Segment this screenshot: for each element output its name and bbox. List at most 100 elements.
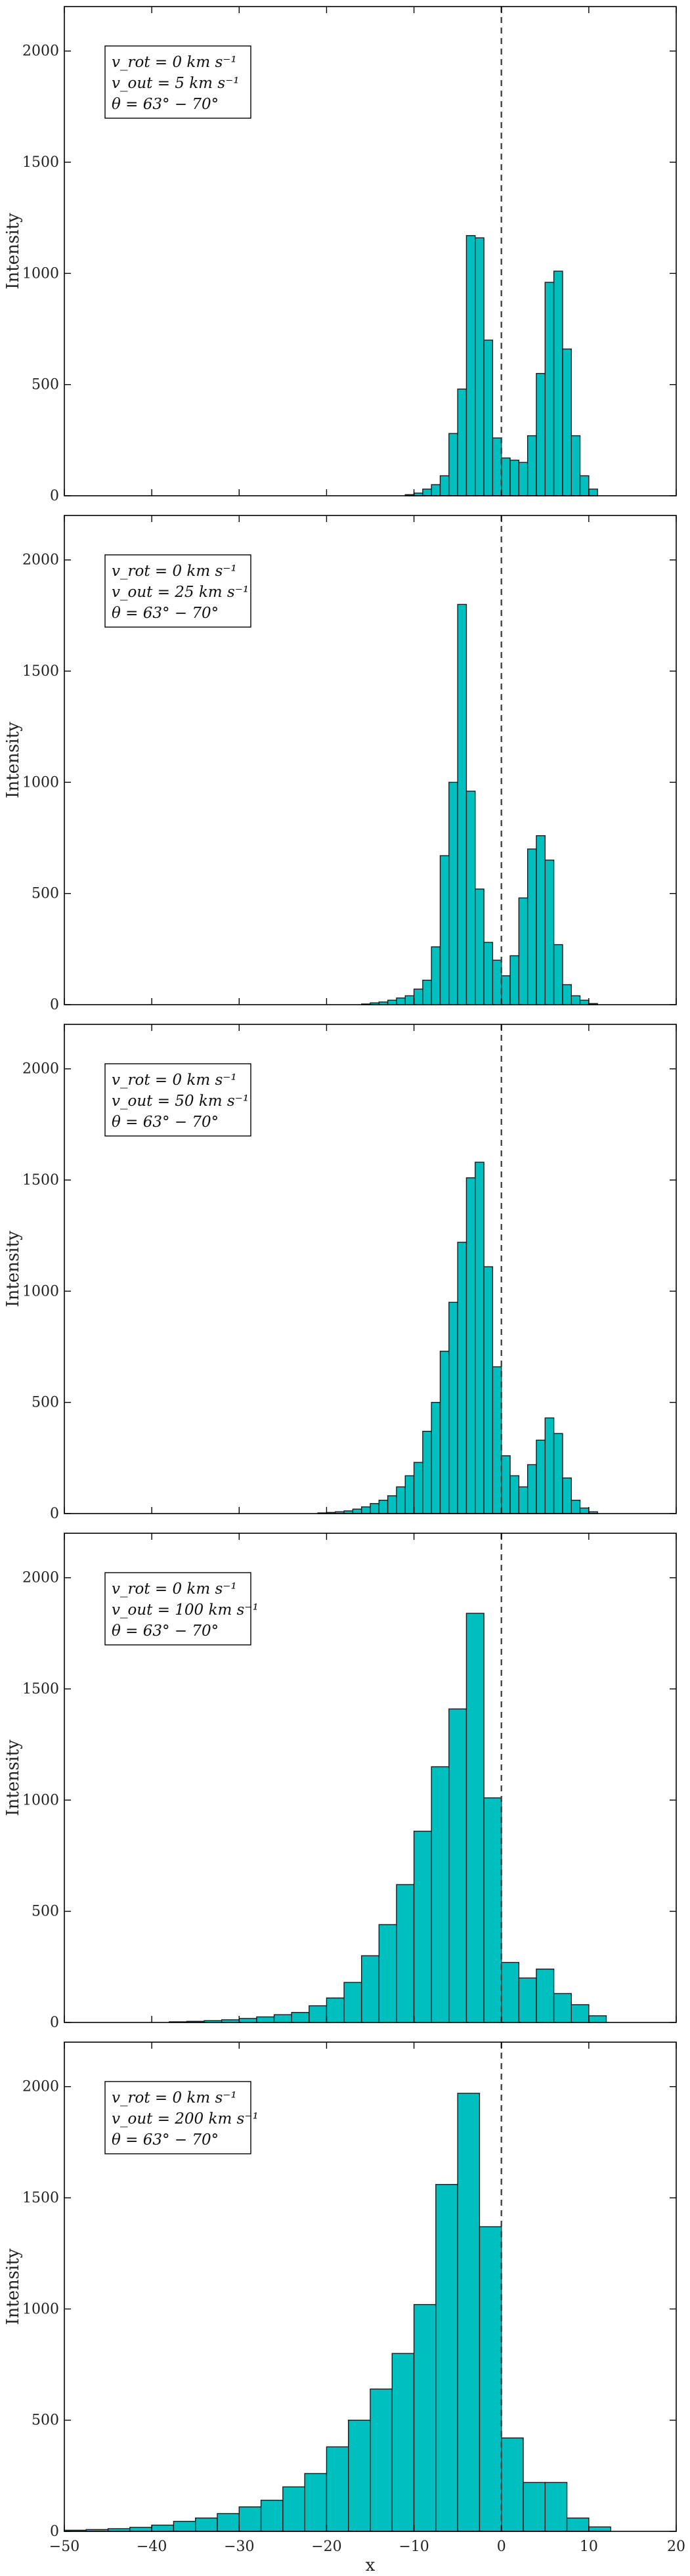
histogram-bar [391, 2353, 415, 2532]
histogram-bar [431, 484, 441, 496]
x-tick-label: −20 [311, 2539, 341, 2555]
legend-line: v_out = 200 km s⁻¹ [112, 2110, 259, 2128]
y-tick-label: 1000 [22, 1792, 59, 1808]
histogram-bar [465, 1613, 485, 2023]
x-tick-label: −40 [137, 2539, 167, 2555]
y-axis-label: Intensity [3, 1739, 23, 1816]
y-tick-label: 1500 [22, 154, 59, 171]
histogram-bar [509, 1475, 520, 1514]
histogram-bar [448, 1708, 467, 2023]
histogram-bar [387, 999, 397, 1005]
histogram-bar [475, 1162, 485, 1514]
histogram-bar [544, 1417, 555, 1514]
histogram-bar [492, 437, 502, 496]
plot-frame [64, 2041, 677, 2532]
legend-line: v_out = 50 km s⁻¹ [112, 1093, 249, 1110]
histogram-bar [413, 988, 423, 1005]
histogram-bar [553, 944, 563, 1005]
histogram-bar [553, 1993, 572, 2023]
legend-line: θ = 63° − 70° [112, 1114, 219, 1131]
histogram-bar [326, 2446, 349, 2532]
histogram-bar [509, 460, 520, 496]
histogram-bar [501, 975, 511, 1005]
histogram-bar [431, 946, 441, 1005]
histogram-bar [448, 433, 458, 496]
histogram-bar [553, 271, 563, 496]
histogram-bar [439, 475, 450, 496]
y-tick-label: 500 [32, 1395, 59, 1411]
histogram-bar [527, 1464, 537, 1514]
y-tick-label: 1000 [22, 265, 59, 282]
histogram-bar [527, 848, 537, 1005]
histogram-bar [518, 897, 528, 1005]
y-axis-label: Intensity [3, 1231, 23, 1307]
legend-line: v_out = 5 km s⁻¹ [112, 75, 239, 92]
x-axis-label: x [366, 2556, 376, 2575]
histogram-bar [387, 1495, 397, 1514]
histogram-bar [404, 1475, 415, 1514]
x-tick-label: 0 [497, 2539, 506, 2555]
histogram-bar [566, 2517, 590, 2532]
y-tick-label: 1000 [22, 774, 59, 791]
histogram-bar [370, 1503, 380, 1514]
histogram-bar [260, 2499, 284, 2532]
histogram-bar [309, 2005, 328, 2023]
histogram-bar [483, 1266, 494, 1514]
plot-frame [64, 515, 677, 1005]
x-tick-label: −30 [224, 2539, 254, 2555]
plot-frame [64, 6, 677, 496]
histogram-bar [544, 2481, 568, 2532]
histogram-bar [501, 1455, 511, 1514]
legend-frame [104, 45, 251, 119]
histogram-bar [571, 2004, 590, 2023]
histogram-bar [492, 1366, 502, 1514]
legend-line: v_out = 25 km s⁻¹ [112, 584, 249, 601]
histogram-bar [457, 603, 467, 1005]
y-tick-label: 0 [50, 2015, 59, 2031]
y-tick-label: 0 [50, 488, 59, 504]
y-tick-label: 2000 [22, 552, 59, 569]
histogram-bar [571, 435, 581, 496]
histogram-bar [448, 781, 458, 1005]
y-tick-label: 0 [50, 997, 59, 1013]
histogram-bar [439, 855, 450, 1005]
histogram-bar [536, 373, 546, 496]
histogram-bar [431, 1766, 450, 2023]
y-tick-label: 2000 [22, 43, 59, 60]
histogram-bar [396, 1884, 415, 2023]
legend-line: v_rot = 0 km s⁻¹ [112, 1072, 237, 1089]
legend-line: θ = 63° − 70° [112, 1623, 219, 1640]
y-tick-label: 1500 [22, 2190, 59, 2206]
histogram-bar [129, 2527, 152, 2532]
legend-frame [104, 2081, 251, 2154]
histogram-bars [64, 2093, 611, 2532]
legend-box: v_rot = 0 km s⁻¹ v_out = 50 km s⁻¹ θ = 63°… [104, 1063, 251, 1137]
x-tick-label: 10 [580, 2539, 598, 2555]
histogram-bar [536, 1969, 555, 2023]
histogram-bar [413, 2303, 437, 2532]
histogram-bar [465, 235, 476, 496]
y-axis-label: Intensity [3, 213, 23, 290]
legend-line: v_rot = 0 km s⁻¹ [112, 1581, 237, 1598]
legend-line: v_rot = 0 km s⁻¹ [112, 54, 237, 71]
histogram-bar [370, 2388, 393, 2532]
histogram-bar [536, 1439, 546, 1514]
y-axis-label: Intensity [3, 722, 23, 798]
x-tick-label: −50 [49, 2539, 79, 2555]
histogram-bar [465, 791, 476, 1005]
histogram-bar [457, 2093, 481, 2532]
histogram-bar [562, 1477, 572, 1514]
histogram-bar [579, 999, 590, 1005]
histogram-bar [501, 457, 511, 496]
histogram-bar [352, 1508, 362, 1514]
histogram-bar [256, 2016, 275, 2023]
histogram-bar [518, 1486, 528, 1514]
histogram-bar [413, 1831, 432, 2023]
histogram-bar [536, 835, 546, 1005]
histogram-bar [435, 2184, 458, 2532]
legend-box: v_rot = 0 km s⁻¹ v_out = 200 km s⁻¹ θ = 63… [104, 2081, 259, 2154]
histogram-bar [509, 955, 520, 1005]
legend-box: v_rot = 0 km s⁻¹ v_out = 5 km s⁻¹ θ = 63° … [104, 45, 251, 119]
legend-frame [104, 554, 251, 628]
